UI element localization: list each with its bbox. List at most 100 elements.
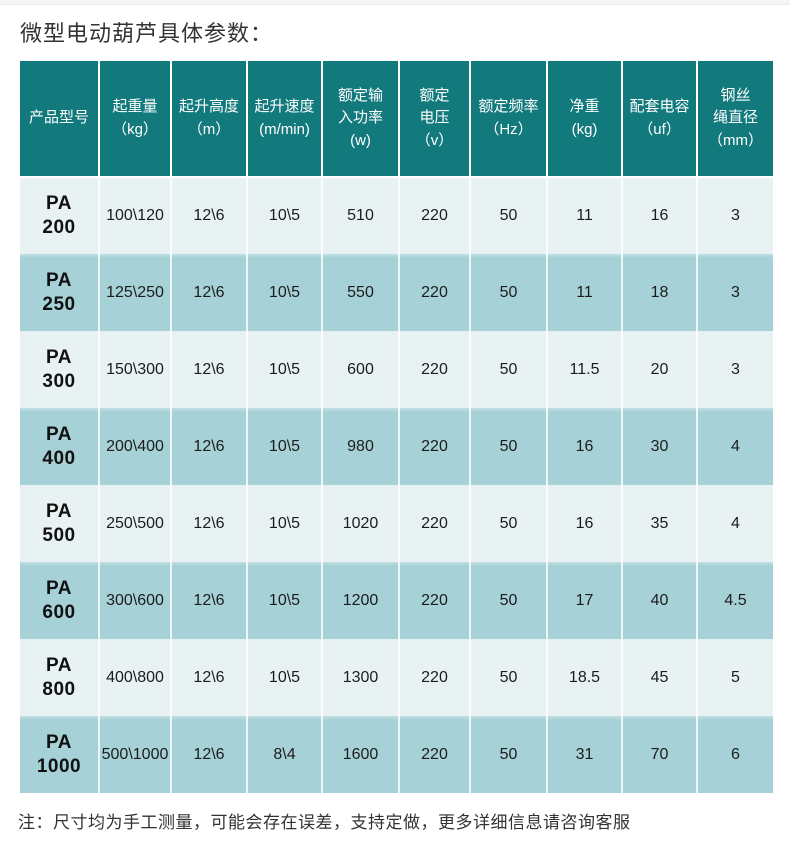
table-cell: 8\4 [247, 716, 323, 793]
model-line: PA [46, 423, 72, 445]
model-line: PA [46, 577, 72, 599]
table-cell: 40 [622, 562, 698, 639]
table-cell: 18 [622, 254, 698, 331]
table-cell: 150\300 [99, 331, 172, 408]
model-line: PA [46, 500, 72, 522]
model-line: 200 [42, 217, 76, 238]
table-cell: 3 [697, 177, 773, 254]
table-cell: 12\6 [171, 254, 248, 331]
column-header-rated-input-power: 额定输入功率 (w) [322, 61, 400, 178]
column-header-line: 额定频率 [478, 98, 539, 115]
table-cell: 45 [622, 639, 698, 716]
table-cell: 12\6 [171, 177, 248, 254]
model-cell: PA 400 [20, 408, 100, 485]
table-cell: 3 [697, 254, 773, 331]
model-line: 250 [42, 293, 76, 315]
table-cell: 10\5 [247, 562, 323, 639]
column-header-line: （uf） [638, 120, 681, 138]
table-row-pa-300: PA 300 150\300 12\6 10\5 600 220 50 11.5 20 3 [20, 331, 773, 408]
table-cell: 1020 [322, 485, 400, 562]
table-cell: 12\6 [171, 562, 248, 639]
model-line: PA [46, 654, 72, 676]
table-cell: 4 [697, 408, 773, 485]
model-line: 500 [42, 524, 76, 546]
column-header-line: 绳直径 [712, 109, 758, 127]
table-cell: 10\5 [247, 254, 323, 331]
column-header-line: （kg） [112, 120, 158, 138]
column-header-line: 起升速度 [254, 98, 315, 115]
table-cell: 50 [470, 408, 548, 485]
column-header-line: 产品型号 [28, 109, 89, 127]
column-header-line: 起重量 [112, 98, 158, 115]
table-cell: 1300 [322, 639, 400, 716]
table-cell: 17 [547, 562, 623, 639]
column-header-lifting-capacity: 起重量 （kg） [99, 61, 172, 178]
table-cell: 220 [399, 639, 471, 716]
table-cell: 4 [697, 485, 773, 562]
model-line: 600 [42, 601, 76, 623]
table-cell: 220 [399, 562, 471, 639]
model-line: PA [46, 731, 72, 753]
column-header-line: (w) [350, 131, 371, 149]
table-cell: 500\1000 [99, 716, 172, 793]
table-cell: 100\120 [99, 177, 172, 254]
table-cell: 30 [622, 408, 698, 485]
column-header-line: 额定输 [337, 86, 383, 104]
table-cell: 250\500 [99, 485, 172, 562]
column-header-line: （v） [415, 131, 454, 149]
table-cell: 50 [470, 177, 548, 254]
table-cell: 220 [399, 177, 471, 254]
table-cell: 12\6 [171, 639, 248, 716]
column-header-net-weight: 净重 (kg) [547, 61, 623, 178]
table-cell: 10\5 [247, 177, 323, 254]
column-header-rated-frequency: 额定频率 （Hz） [470, 61, 548, 178]
table-cell: 12\6 [171, 716, 248, 793]
column-header-line: 净重 [569, 98, 600, 115]
table-cell: 200\400 [99, 408, 172, 485]
table-cell: 220 [399, 485, 471, 562]
column-header-lifting-speed: 起升速度 (m/min) [247, 61, 323, 178]
model-line: 800 [42, 678, 76, 700]
table-cell: 50 [470, 331, 548, 408]
table-row-pa-250: PA 250 125\250 12\6 10\5 550 220 50 11 18 3 [20, 254, 773, 331]
model-cell: PA 300 [20, 331, 100, 408]
table-cell: 10\5 [247, 485, 323, 562]
model-cell: PA 800 [20, 639, 100, 716]
table-cell: 10\5 [247, 639, 323, 716]
table-cell: 1200 [322, 562, 400, 639]
table-cell: 35 [622, 485, 698, 562]
model-cell: PA 600 [20, 562, 100, 639]
spec-table: 产品型号 起重量 （kg） 起升高度 （m） 起升速度 (m/min) 额定输 入功率 (w) 额定… [20, 61, 773, 793]
table-cell: 6 [697, 716, 773, 793]
table-cell: 300\600 [99, 562, 172, 639]
table-cell: 550 [322, 254, 400, 331]
table-cell: 12\6 [171, 485, 248, 562]
table-cell: 4.5 [697, 562, 773, 639]
table-cell: 5 [697, 639, 773, 716]
page-title: 微型电动葫芦具体参数： [20, 21, 274, 46]
table-cell: 510 [322, 177, 400, 254]
table-cell: 16 [622, 177, 698, 254]
model-line: PA [46, 346, 72, 368]
table-cell: 3 [697, 331, 773, 408]
model-line: 1000 [36, 755, 82, 777]
model-line: PA [46, 193, 72, 215]
table-cell: 220 [399, 331, 471, 408]
table-cell: 18.5 [547, 639, 623, 716]
table-cell: 11 [547, 177, 623, 254]
model-cell: PA 1000 [20, 716, 100, 793]
table-cell: 600 [322, 331, 400, 408]
column-header-line: （mm） [708, 131, 763, 149]
model-line: 300 [42, 370, 76, 392]
table-cell: 11 [547, 254, 623, 331]
table-row-pa-1000: PA 1000 500\1000 12\6 8\4 1600 220 50 31 70 6 [20, 716, 773, 793]
table-cell: 220 [399, 254, 471, 331]
column-header-matched-capacitor: 配套电容 （uf） [622, 61, 698, 178]
table-cell: 1600 [322, 716, 400, 793]
table-cell: 16 [547, 485, 623, 562]
column-header-line: 入功率 [337, 109, 383, 127]
table-cell: 50 [470, 485, 548, 562]
column-header-line: (kg) [571, 120, 598, 138]
column-header-line: 配套电容 [629, 98, 690, 115]
model-cell: PA 250 [20, 254, 100, 331]
